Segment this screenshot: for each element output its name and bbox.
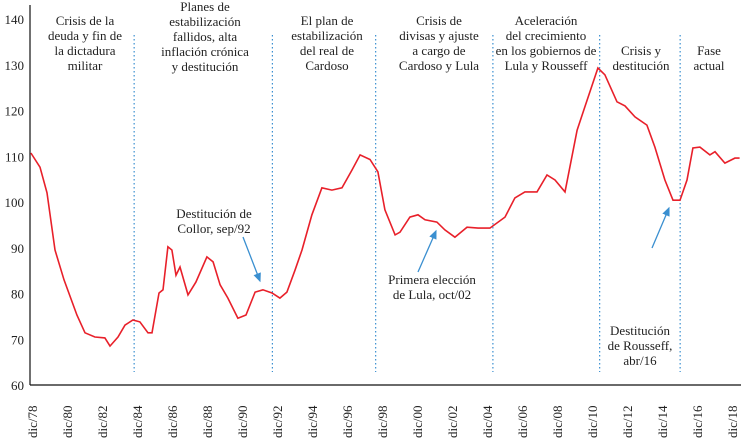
period-label-line: Fase <box>697 43 721 58</box>
y-tick-label: 100 <box>5 195 25 210</box>
y-tick-label: 80 <box>11 287 24 302</box>
x-tick-label: dic/86 <box>165 405 180 438</box>
x-tick-label: dic/98 <box>375 406 390 439</box>
period-label-line: Lula y Rousseff <box>505 58 588 73</box>
x-tick-label: dic/88 <box>200 406 215 439</box>
y-tick-label: 60 <box>11 378 24 393</box>
x-tick-label: dic/08 <box>550 406 565 439</box>
period-label-line: Crisis de la <box>56 13 115 28</box>
period-label-line: destitución <box>612 58 670 73</box>
x-tick-label: dic/10 <box>585 406 600 439</box>
period-label: El plan de estabilización del real de Cardo… <box>291 13 363 73</box>
period-labels: Crisis de la deuda y fin de la dictadura mi… <box>48 0 725 74</box>
x-tick-label: dic/12 <box>620 406 635 439</box>
period-label: Aceleración del crecimiento en los gobiern… <box>496 13 597 73</box>
period-label-line: a cargo de <box>412 43 465 58</box>
annotation-line: Primera elección <box>388 272 476 287</box>
period-label-line: del real de <box>300 43 354 58</box>
x-tick-label: dic/94 <box>305 405 320 438</box>
period-label: Fase actual <box>693 43 724 73</box>
y-axis-ticks: 60 70 80 90 100 110 120 130 140 <box>5 12 25 393</box>
y-tick-label: 110 <box>5 149 24 164</box>
x-tick-label: dic/96 <box>340 405 355 438</box>
period-label-line: del crecimiento <box>506 28 587 43</box>
period-label-line: El plan de <box>301 13 354 28</box>
annotation-arrow-icon <box>651 206 670 249</box>
x-tick-label: dic/92 <box>270 406 285 439</box>
x-tick-label: dic/84 <box>130 405 145 438</box>
period-label-line: Cardoso y Lula <box>399 58 479 73</box>
annotation-arrow-icon <box>417 229 437 273</box>
annotation-line: Collor, sep/92 <box>177 221 250 236</box>
x-tick-label: dic/80 <box>60 406 75 439</box>
annotation-label: Destitución de Collor, sep/92 <box>176 206 252 236</box>
period-label-line: estabilización <box>291 28 363 43</box>
annotation-line: abr/16 <box>623 353 657 368</box>
annotation-label: Destitución de Rousseff, abr/16 <box>608 323 673 368</box>
period-label: Crisis y destitución <box>612 43 670 73</box>
x-tick-label: dic/04 <box>480 405 495 438</box>
annotation-line: de Lula, oct/02 <box>393 287 471 302</box>
annotation-arrow-icon <box>242 236 261 283</box>
period-label-line: actual <box>693 58 724 73</box>
period-label-line: estabilización <box>169 14 241 29</box>
annotation-line: Destitución de <box>176 206 252 221</box>
period-label-line: y destitución <box>172 59 239 74</box>
x-tick-label: dic/00 <box>410 406 425 439</box>
x-tick-label: dic/18 <box>725 406 740 439</box>
period-label: Crisis de la deuda y fin de la dictadura mi… <box>48 13 122 73</box>
period-label-line: la dictadura <box>55 43 116 58</box>
x-tick-label: dic/90 <box>235 406 250 439</box>
period-label-line: deuda y fin de <box>48 28 122 43</box>
period-label-line: fallidos, alta <box>173 29 237 44</box>
x-tick-label: dic/14 <box>655 405 670 438</box>
x-tick-label: dic/82 <box>95 406 110 439</box>
x-tick-label: dic/78 <box>25 406 40 439</box>
x-tick-label: dic/06 <box>515 405 530 438</box>
period-label-line: Cardoso <box>305 58 348 73</box>
period-label-line: inflación crónica <box>161 44 249 59</box>
period-label-line: Planes de <box>180 0 230 14</box>
period-label-line: militar <box>68 58 103 73</box>
period-label: Crisis de divisas y ajuste a cargo de Cardo… <box>399 13 479 73</box>
period-label-line: Crisis de <box>416 13 462 28</box>
period-label-line: divisas y ajuste <box>399 28 479 43</box>
y-tick-label: 70 <box>11 332 24 347</box>
y-tick-label: 130 <box>5 58 25 73</box>
period-label-line: Aceleración <box>515 13 578 28</box>
series-line <box>30 66 740 348</box>
y-tick-label: 140 <box>5 12 25 27</box>
period-dividers <box>133 35 681 372</box>
x-tick-label: dic/02 <box>445 406 460 439</box>
x-axis-ticks: dic/78 dic/80 dic/82 dic/84 dic/86 dic/88 dic/… <box>25 405 740 438</box>
annotation-label: Primera elección de Lula, oct/02 <box>388 272 476 302</box>
annotations: Destitución de Collor, sep/92 Primera elec… <box>176 206 672 368</box>
y-tick-label: 90 <box>11 241 24 256</box>
annotation-line: de Rousseff, <box>608 338 673 353</box>
annotation-line: Destitución <box>610 323 670 338</box>
period-label: Planes de estabilización fallidos, alta inf… <box>161 0 249 74</box>
period-label-line: en los gobiernos de <box>496 43 597 58</box>
y-tick-label: 120 <box>5 104 25 119</box>
period-label-line: Crisis y <box>621 43 662 58</box>
x-tick-label: dic/16 <box>690 405 705 438</box>
